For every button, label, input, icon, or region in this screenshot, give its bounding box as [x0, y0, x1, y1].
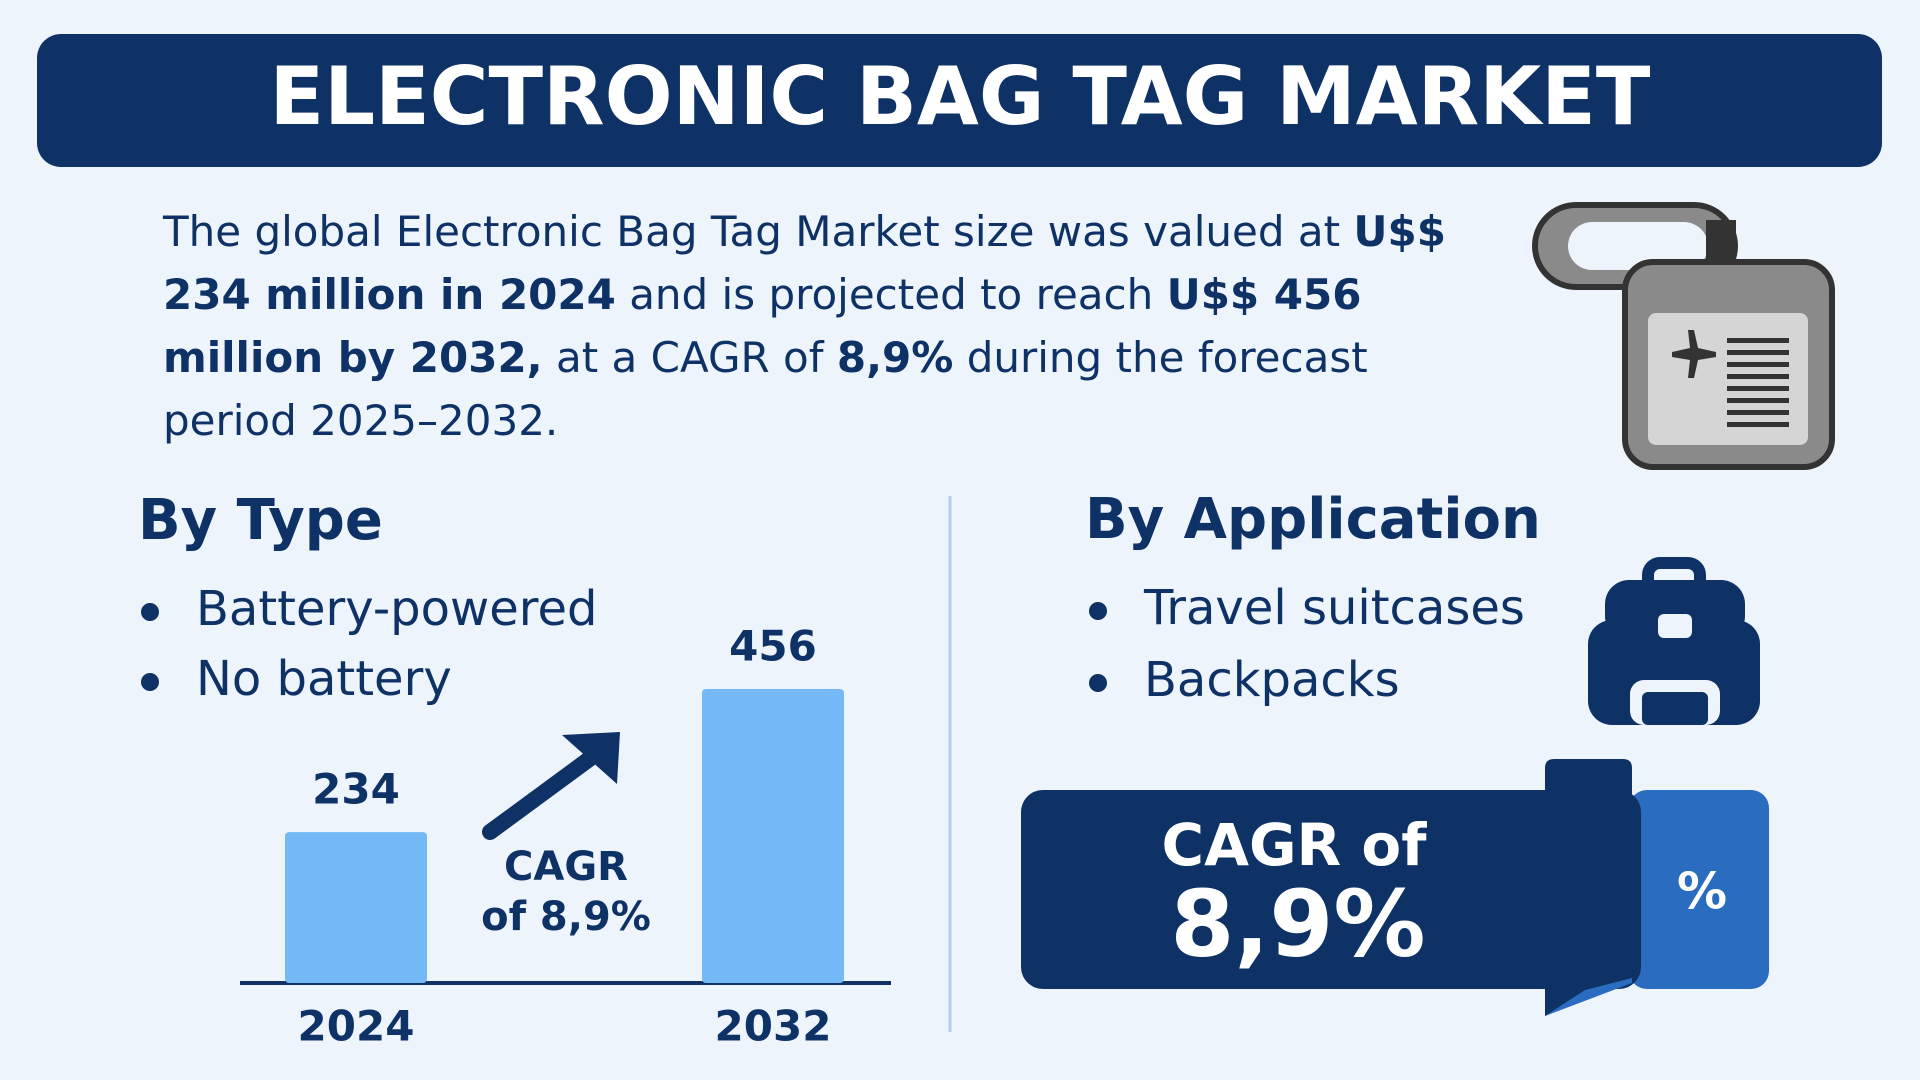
list-item: Backpacks [1144, 652, 1400, 708]
bullet [141, 673, 159, 691]
backpack-icon [1588, 557, 1760, 725]
bar [702, 689, 844, 983]
value-label: 234 [312, 765, 400, 814]
cagr-label: CAGR of [1162, 811, 1428, 879]
body-text: during the forecast period 2025–2032. [163, 333, 1368, 445]
cagr-box [1021, 759, 1769, 1016]
body-text: and is projected to reach [615, 270, 1167, 319]
highlight-text: U$$ 456 million by 2032, [163, 270, 1362, 382]
body-text: The global Electronic Bag Tag Market siz… [163, 207, 1354, 256]
section-title: By Application [1085, 487, 1541, 552]
title: ELECTRONIC BAG TAG MARKET [270, 50, 1651, 143]
x-tick-label: 2024 [298, 1002, 415, 1051]
annotation: of 8,9% [481, 894, 651, 940]
ribbon-text: % [1677, 863, 1727, 921]
x-tick-label: 2032 [715, 1002, 832, 1051]
title-bar [37, 34, 1882, 167]
annotation: CAGR [504, 844, 628, 890]
highlight-text: 8,9% [836, 333, 954, 382]
cagr-value: 8,9% [1170, 870, 1425, 977]
value-label: 456 [729, 622, 817, 671]
list-item: No battery [196, 651, 452, 707]
bar [285, 832, 427, 983]
bag-tag-icon [1532, 202, 1835, 470]
bullet [141, 603, 159, 621]
bullet [1089, 674, 1107, 692]
list-item: Travel suitcases [1143, 580, 1525, 636]
intro-paragraph: The global Electronic Bag Tag Market siz… [163, 200, 1493, 452]
growth-arrow [482, 732, 620, 840]
list-item: Battery-powered [196, 581, 597, 637]
section-title: By Type [138, 488, 383, 553]
bullet [1089, 602, 1107, 620]
body-text: at a CAGR of [542, 333, 837, 382]
highlight-text: U$$ 234 million in 2024 [163, 207, 1446, 319]
